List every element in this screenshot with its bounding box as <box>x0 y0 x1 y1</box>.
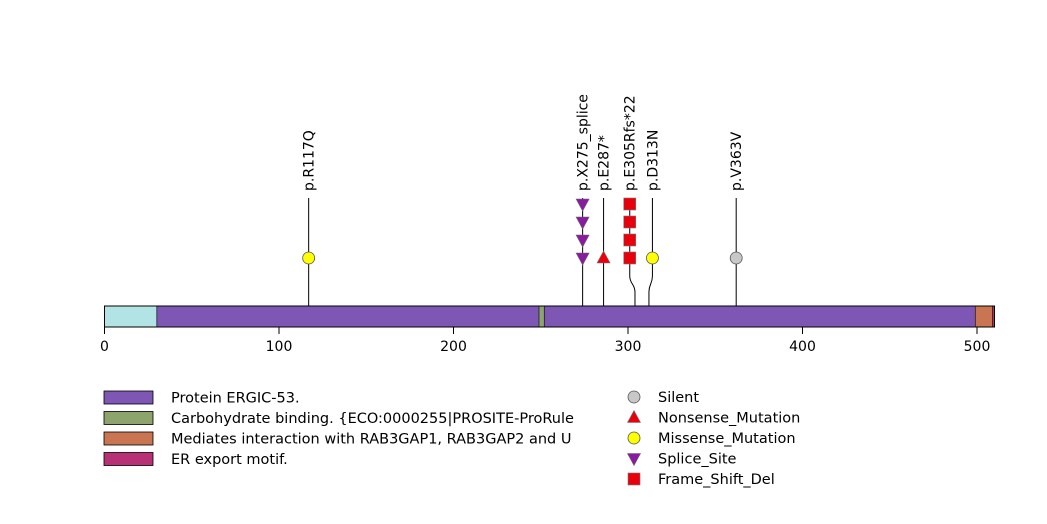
tick-label-0: 0 <box>100 339 109 355</box>
tick-label-200: 200 <box>440 339 467 355</box>
marker-p.E305Rfs*22-3 <box>623 215 637 229</box>
legend-domain-label-2: Mediates interaction with RAB3GAP1, RAB3… <box>171 432 571 448</box>
legend-mutation-label-Missense_Mutation: Missense_Mutation <box>658 431 796 447</box>
mutation-label-p.V363V: p.V363V <box>729 131 745 191</box>
legend-swatch-1 <box>103 411 154 425</box>
marker-p.D313N-1 <box>646 251 659 265</box>
marker-p.X275_splice-2 <box>575 234 590 248</box>
marker-p.X275_splice-4 <box>575 198 590 212</box>
mutation-markers <box>302 197 743 266</box>
legend-marker-Splice_Site <box>626 453 642 467</box>
legend-mutation-label-Frame_Shift_Del: Frame_Shift_Del <box>658 472 775 488</box>
x-axis: 0 100 200 300 400 500 <box>100 326 991 355</box>
legend-domain-label-1: Carbohydrate binding. {ECO:0000255|PROSI… <box>171 411 574 427</box>
legend-mutation-label-Splice_Site: Splice_Site <box>658 452 737 468</box>
domain-1 <box>156 305 995 328</box>
legend-swatch-2 <box>103 431 154 446</box>
marker-p.X275_splice-3 <box>575 216 590 230</box>
marker-p.X275_splice-1 <box>575 252 590 266</box>
mutation-type-legend: Silent Nonsense_Mutation Missense_Mutation… <box>626 390 800 488</box>
tick-label-500: 500 <box>964 339 991 355</box>
legend-swatch-3 <box>103 452 154 466</box>
domain-3 <box>974 305 994 328</box>
marker-p.E287*-1 <box>596 250 611 264</box>
mutation-label-p.X275_splice: p.X275_splice <box>576 94 592 191</box>
mutation-labels: p.R117Q p.X275_splice p.E287* p.E305Rfs*22 p… <box>302 94 746 191</box>
mutation-label-p.E287*: p.E287* <box>597 135 613 191</box>
legend-mutation-label-Silent: Silent <box>658 390 699 406</box>
marker-p.E305Rfs*22-4 <box>623 197 637 211</box>
domain-2 <box>538 305 545 328</box>
marker-p.E305Rfs*22-2 <box>623 233 637 247</box>
legend-domain-label-3: ER export motif. <box>171 452 288 468</box>
mutation-label-p.D313N: p.D313N <box>645 130 661 191</box>
protein-track <box>104 305 995 328</box>
mutation-label-p.R117Q: p.R117Q <box>302 130 318 191</box>
stem-p.E305Rfs*22 <box>629 198 636 327</box>
tick-label-100: 100 <box>266 339 293 355</box>
marker-p.V363V-1 <box>729 251 743 265</box>
legend-marker-Silent <box>627 390 641 404</box>
legend-marker-Nonsense_Mutation <box>626 409 642 423</box>
marker-p.R117Q-1 <box>302 251 316 265</box>
legend-swatch-0 <box>103 390 154 405</box>
legend-marker-Frame_Shift_Del <box>627 472 641 486</box>
marker-p.E305Rfs*22-1 <box>623 251 637 265</box>
legend-mutation-label-Nonsense_Mutation: Nonsense_Mutation <box>658 411 800 427</box>
legend-marker-Missense_Mutation <box>627 431 641 445</box>
domain-legend: Protein ERGIC-53. Carbohydrate binding. {… <box>103 390 574 468</box>
stem-p.D313N <box>648 198 653 327</box>
legend-domain-label-0: Protein ERGIC-53. <box>171 391 300 407</box>
domain-0 <box>104 305 158 328</box>
tick-label-300: 300 <box>615 339 642 355</box>
mutation-label-p.E305Rfs*22: p.E305Rfs*22 <box>623 95 639 191</box>
tick-label-400: 400 <box>789 339 816 355</box>
